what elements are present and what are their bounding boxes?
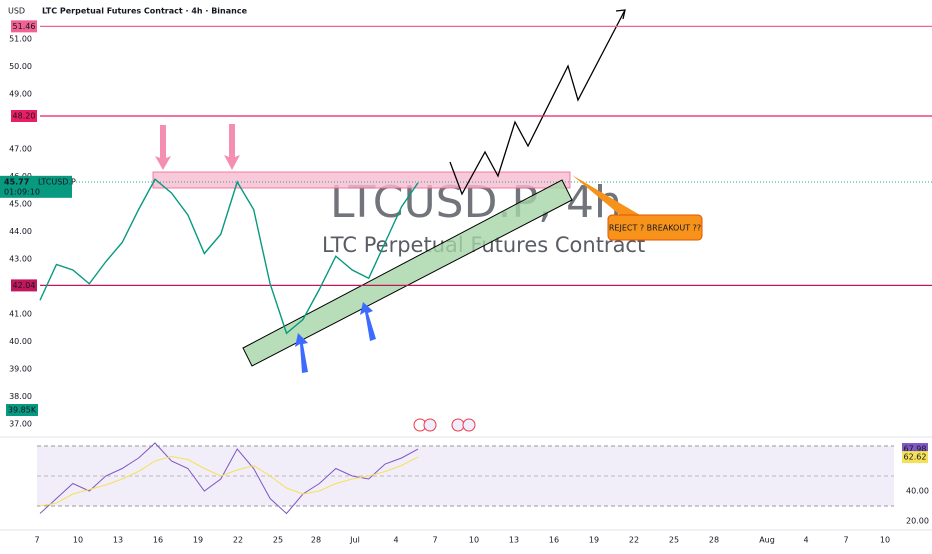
level-tag-text: 48.20 xyxy=(13,112,36,121)
projection-path xyxy=(449,9,626,196)
level-tag-text: 51.46 xyxy=(13,22,36,31)
last-price: 45.77 xyxy=(4,177,29,186)
price-line xyxy=(39,178,419,335)
last-price-tag xyxy=(0,175,72,198)
date-label: 22 xyxy=(629,536,639,545)
date-label: 16 xyxy=(549,536,559,545)
level-tag xyxy=(11,279,37,292)
price-tick-label: 43.00 xyxy=(9,255,32,264)
top-arrow xyxy=(224,124,240,170)
price-tick-label: 51.00 xyxy=(9,35,32,44)
price-tick-label: 41.00 xyxy=(9,310,32,319)
date-label: 25 xyxy=(669,536,679,545)
date-label: 7 xyxy=(432,536,437,545)
price-tick-label: 50.00 xyxy=(9,62,32,71)
support-arrow xyxy=(295,333,308,373)
level-tag xyxy=(11,20,37,33)
chart-title: LTC Perpetual Futures Contract · 4h · Bi… xyxy=(42,7,248,16)
rsi-tick-label: 40.00 xyxy=(906,487,929,496)
date-label: 13 xyxy=(509,536,519,545)
rsi-tick-label: 20.00 xyxy=(906,517,929,526)
resistance-zone xyxy=(152,171,571,189)
level-tag-text: 42.04 xyxy=(13,281,36,290)
date-label: 7 xyxy=(843,536,848,545)
price-tick-label: 39.00 xyxy=(9,365,32,374)
callout-box xyxy=(607,214,703,241)
date-label: 28 xyxy=(311,536,321,545)
date-label: 4 xyxy=(803,536,808,545)
date-label: Aug xyxy=(759,536,775,545)
event-icon xyxy=(423,418,437,432)
support-arrow xyxy=(360,302,376,341)
event-icon xyxy=(462,418,476,432)
symbol-tag: LTCUSD.P xyxy=(38,177,76,186)
volume-label: 39.85K xyxy=(8,406,37,415)
date-label: 25 xyxy=(273,536,283,545)
rsi-ma-tag xyxy=(902,451,928,464)
rsi-ma-line xyxy=(39,455,419,507)
date-label: Jul xyxy=(349,536,360,545)
price-tick-label: 44.00 xyxy=(9,227,32,236)
price-tick-label: 45.00 xyxy=(9,200,32,209)
rsi-ma-last: 62.62 xyxy=(904,453,927,462)
callout-pointer xyxy=(572,175,640,215)
date-label: 4 xyxy=(393,536,398,545)
currency: USD xyxy=(8,7,25,16)
date-label: 19 xyxy=(589,536,599,545)
date-label: 28 xyxy=(709,536,719,545)
event-icon xyxy=(451,418,465,432)
top-arrow xyxy=(155,125,171,170)
volume-tag xyxy=(6,404,38,416)
date-label: 19 xyxy=(193,536,203,545)
date-label: 10 xyxy=(73,536,83,545)
date-label: 16 xyxy=(153,536,163,545)
level-tag xyxy=(11,110,37,122)
price-tick-label: 37.00 xyxy=(9,420,32,429)
price-tick-label: 49.00 xyxy=(9,90,32,99)
date-label: 13 xyxy=(113,536,123,545)
price-tick-label: 47.00 xyxy=(9,145,32,154)
support-channel xyxy=(242,179,573,367)
rsi-line xyxy=(39,442,419,515)
countdown: 01:09:10 xyxy=(4,187,40,196)
date-label: 10 xyxy=(469,536,479,545)
price-tick-label: 40.00 xyxy=(9,337,32,346)
date-label: 7 xyxy=(34,536,39,545)
callout-text: REJECT ? BREAKOUT ?? xyxy=(609,224,701,233)
date-label: 10 xyxy=(880,536,890,545)
rsi-last: 67.98 xyxy=(904,445,927,454)
date-label: 22 xyxy=(233,536,243,545)
projection-arrowhead xyxy=(615,9,626,20)
price-tick-label: 38.00 xyxy=(9,392,32,401)
